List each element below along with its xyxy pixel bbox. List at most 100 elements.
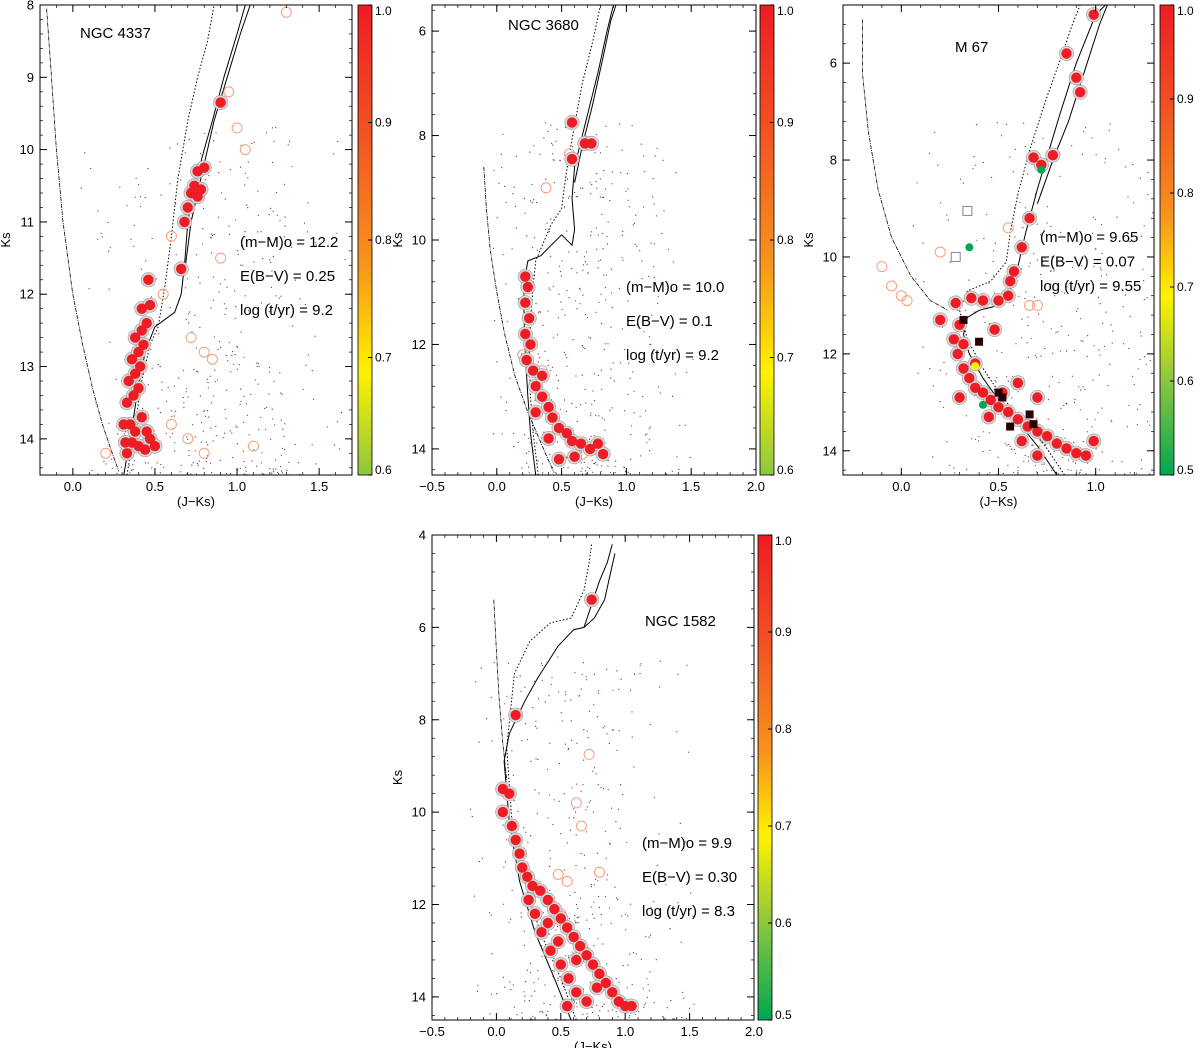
panel0-field-star [225, 307, 227, 309]
panel1-field-star [535, 432, 537, 434]
panel3-field-star [622, 965, 624, 967]
panel0-field-star [281, 447, 284, 449]
panel2-field-star [1106, 274, 1108, 276]
panel1-field-star [595, 461, 597, 463]
panel1-field-star [589, 468, 591, 470]
panel2-field-star [1111, 460, 1113, 462]
panel1-field-star [492, 247, 495, 249]
panel2-field-star [1125, 166, 1127, 168]
panel0-field-star [248, 434, 250, 436]
panel0-field-star [196, 414, 198, 416]
panel2-field-star [1018, 295, 1020, 297]
panel0-field-star [256, 365, 258, 367]
panel1-field-star [509, 377, 511, 379]
panel1-field-star [533, 145, 535, 147]
panel1-members [517, 115, 611, 467]
panel2-field-star [997, 456, 999, 458]
panel3-ytick-label: 4 [419, 528, 426, 543]
panel3-field-star [629, 1015, 631, 1017]
panel1-field-star [526, 235, 528, 237]
panel0-field-star [187, 396, 189, 398]
panel2-field-star [1111, 421, 1113, 423]
panel0-field-star [100, 232, 102, 234]
panel1-ytick-label: 14 [412, 441, 426, 456]
panel1-field-star [585, 251, 588, 253]
panel1-field-star [593, 400, 596, 402]
panel3-field-star [542, 912, 545, 914]
panel2-field-star [992, 275, 995, 277]
panel3-field-star [491, 953, 493, 955]
panel3-field-star [491, 740, 493, 742]
panel3-field-star [496, 993, 498, 995]
panel2-ylabel: Ks [801, 232, 816, 248]
panel1-isochrone-solid [523, 5, 614, 475]
panel1-member-star [530, 407, 541, 418]
panel1-field-star [576, 420, 578, 422]
panel0-field-star [283, 435, 285, 437]
panel1-field-star [662, 159, 664, 161]
panel1-field-star [618, 287, 620, 289]
panel3-field-star [602, 1005, 604, 1008]
panel0-field-star [204, 132, 206, 134]
panel0-member-star [121, 448, 133, 459]
panel0-low-prob-star [165, 230, 177, 242]
panel0-members [116, 95, 229, 461]
panel2-field-star [1067, 469, 1069, 471]
panel3-field-star [579, 897, 582, 899]
panel3-field-star [523, 944, 526, 947]
panel3-field-star [579, 695, 581, 697]
panel0-field-star [239, 404, 241, 406]
panel2-field-star [1050, 270, 1052, 272]
panel2-field-star [1133, 383, 1135, 386]
panel1-field-star [627, 393, 629, 395]
panel1-field-star [528, 472, 530, 474]
panel3-field-star [606, 879, 608, 881]
panel3-field-star [594, 878, 597, 880]
panel0-field-star [140, 205, 142, 208]
panel3-field-star [516, 1013, 518, 1016]
panel1-field-star [619, 123, 621, 125]
panel0-field-star [189, 311, 191, 313]
panel3-field-star [588, 928, 591, 930]
panel3-field-star [624, 913, 627, 915]
panel0-xtick-label: 0.0 [64, 479, 82, 494]
panel2-field-star [993, 250, 995, 252]
panel1-field-star [651, 314, 653, 316]
panel3-field-star [564, 743, 567, 745]
panel0-field-star [144, 197, 146, 199]
panel0-field-star [279, 372, 281, 374]
panel2-colorbar-label: 0.8 [1177, 186, 1194, 200]
panel0-field-star [193, 368, 195, 371]
panel0-field-star [109, 246, 111, 248]
panel2-field-star [1087, 335, 1089, 337]
panel2-field-star [1027, 316, 1029, 318]
panel0-field-star [272, 255, 274, 258]
panel0-field-star [167, 387, 169, 389]
panel3-field-star [593, 917, 595, 919]
panel3-field-star [669, 928, 671, 930]
panel1-field-star [671, 470, 673, 472]
panel1-field-star [555, 472, 557, 474]
panel3-field-star [489, 912, 491, 914]
panel3-field-star [481, 857, 483, 859]
panel3-field-star [650, 907, 652, 909]
panel0-member-star [139, 444, 151, 455]
panel1-field-star [568, 197, 570, 199]
panel2-field-star [1092, 379, 1094, 381]
panel2-field-star [982, 161, 985, 164]
panel0-field-star [197, 276, 199, 278]
panel1-field-star [575, 375, 577, 377]
panel2-field-star [1178, 349, 1179, 350]
panel0-field-star [213, 233, 215, 236]
panel2-member-star [1051, 438, 1063, 449]
panel0-field-star [183, 407, 185, 409]
panel3-field-star [635, 953, 637, 955]
panel0-field-star [101, 236, 103, 238]
panel0-field-star [166, 400, 168, 402]
panel3-field-star [584, 867, 586, 869]
panel0-field-star [261, 452, 263, 454]
panel1-field-star [625, 190, 627, 192]
panel2-field-star [1072, 461, 1074, 463]
panel3-field-star [575, 922, 577, 924]
panel0-field-star [333, 153, 335, 155]
